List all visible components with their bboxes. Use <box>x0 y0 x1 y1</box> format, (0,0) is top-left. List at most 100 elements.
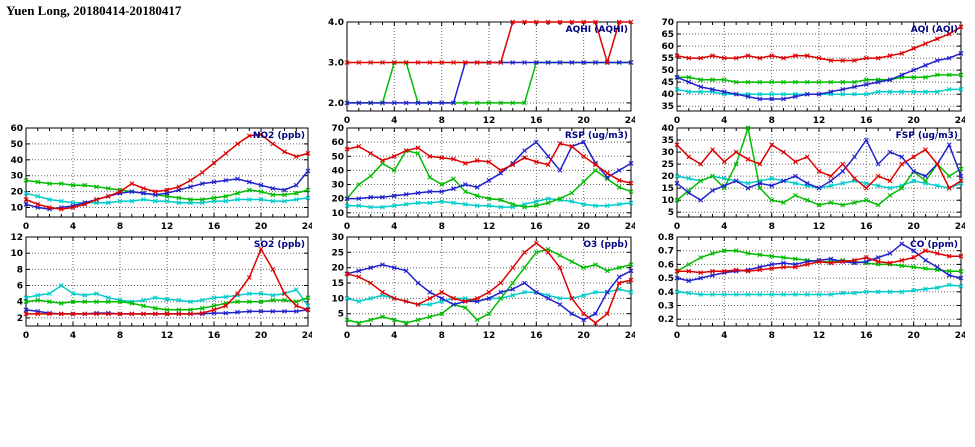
chart-title: FSP (ug/m3) <box>896 131 958 141</box>
chart-title: AQI (AQI) <box>911 25 958 35</box>
x-tick-label: 4 <box>721 222 727 232</box>
x-tick-label: 4 <box>721 116 727 126</box>
page-title: Yuen Long, 20180414-20180417 <box>6 3 182 18</box>
y-tick-label: 45 <box>661 78 674 88</box>
x-tick-label: 20 <box>577 331 590 341</box>
x-tick-label: 16 <box>530 222 543 232</box>
y-tick-label: 10 <box>661 196 674 206</box>
series-blue-markers <box>23 168 311 212</box>
series-red-markers <box>23 246 311 317</box>
y-tick-label: 0.8 <box>658 233 674 243</box>
x-tick-label: 4 <box>391 222 397 232</box>
x-tick-label: 0 <box>674 331 680 341</box>
chart-title: O3 (ppb) <box>583 240 628 250</box>
x-tick-label: 24 <box>625 331 635 341</box>
y-tick-label: 60 <box>661 42 674 52</box>
y-tick-label: 30 <box>331 181 344 191</box>
x-tick-label: 16 <box>530 116 543 126</box>
y-tick-label: 2 <box>17 314 23 324</box>
series-red-markers <box>344 240 634 326</box>
x-tick-label: 4 <box>721 331 727 341</box>
chart-title: AQHI (AQHI) <box>566 25 628 35</box>
y-tick-label: 25 <box>331 248 344 258</box>
x-tick-label: 8 <box>769 116 775 126</box>
x-tick-label: 12 <box>483 331 496 341</box>
x-tick-label: 20 <box>577 222 590 232</box>
x-tick-label: 8 <box>117 331 123 341</box>
x-tick-label: 0 <box>23 222 29 232</box>
series-red-markers <box>23 132 311 212</box>
x-tick-label: 24 <box>625 222 635 232</box>
chart-aqhi: 2.0 3.0 4.0 0 4 8 12 16 20 24 AQHI (AQHI) <box>321 17 637 127</box>
y-tick-label: 4 <box>17 298 23 308</box>
y-tick-label: 10 <box>331 209 344 219</box>
y-tick-label: 15 <box>661 184 674 194</box>
x-tick-label: 8 <box>439 222 445 232</box>
chart-o3: 5 10 15 20 25 30 0 4 8 12 16 20 24 O3 (ppb) <box>321 232 637 342</box>
y-tick-label: 8 <box>17 265 23 275</box>
chart-no2: 10 20 30 40 50 60 0 4 8 12 16 20 24 NO2 (ppb) <box>0 123 314 233</box>
x-tick-label: 12 <box>483 116 496 126</box>
x-tick-label: 8 <box>117 222 123 232</box>
y-tick-label: 35 <box>661 136 674 146</box>
y-tick-label: 10 <box>10 204 23 214</box>
series-red-markers <box>674 24 964 63</box>
series-red-markers <box>344 19 634 65</box>
x-tick-label: 8 <box>439 116 445 126</box>
y-tick-label: 20 <box>10 188 23 198</box>
plot-area <box>346 21 632 112</box>
x-tick-label: 16 <box>860 222 873 232</box>
series-red-markers <box>344 141 634 186</box>
y-tick-label: 30 <box>10 172 23 182</box>
x-tick-label: 12 <box>161 331 174 341</box>
x-tick-label: 16 <box>208 331 221 341</box>
series-red-markers <box>674 248 964 275</box>
x-tick-label: 12 <box>483 222 496 232</box>
x-tick-label: 24 <box>625 116 635 126</box>
y-tick-label: 0.3 <box>658 302 674 312</box>
plot-area <box>676 236 962 327</box>
x-tick-label: 12 <box>813 331 826 341</box>
y-tick-label: 50 <box>331 152 344 162</box>
x-tick-label: 4 <box>70 331 76 341</box>
x-tick-label: 4 <box>391 116 397 126</box>
y-tick-label: 12 <box>10 233 23 243</box>
series-cyan-markers <box>674 282 964 297</box>
chart-title: NO2 (ppb) <box>253 131 305 141</box>
y-tick-label: 30 <box>661 148 674 158</box>
y-tick-label: 70 <box>331 124 344 134</box>
x-tick-label: 4 <box>70 222 76 232</box>
y-tick-label: 30 <box>331 233 344 243</box>
y-tick-label: 4.0 <box>328 18 344 28</box>
chart-co: 0.2 0.3 0.4 0.5 0.6 0.7 0.8 0 4 8 12 16 20 24 CO (ppm) <box>651 232 967 342</box>
x-tick-label: 0 <box>344 331 350 341</box>
y-tick-label: 15 <box>331 279 344 289</box>
y-tick-label: 20 <box>331 195 344 205</box>
x-tick-label: 24 <box>955 331 965 341</box>
x-tick-label: 16 <box>530 331 543 341</box>
y-tick-label: 40 <box>661 124 674 134</box>
y-tick-label: 25 <box>661 160 674 170</box>
y-tick-label: 50 <box>10 140 23 150</box>
y-tick-label: 5 <box>668 208 674 218</box>
y-tick-label: 0.7 <box>658 247 674 257</box>
x-tick-label: 24 <box>302 222 312 232</box>
plot-area <box>676 21 962 112</box>
y-tick-label: 70 <box>661 18 674 28</box>
x-tick-label: 20 <box>907 222 920 232</box>
x-tick-label: 24 <box>955 116 965 126</box>
x-tick-label: 8 <box>769 222 775 232</box>
y-tick-label: 40 <box>10 156 23 166</box>
x-tick-label: 12 <box>813 116 826 126</box>
series-blue-markers <box>674 241 964 284</box>
chart-so2: 2 4 6 8 10 12 0 4 8 12 16 20 24 SO2 (ppb) <box>0 232 314 342</box>
x-tick-label: 0 <box>674 222 680 232</box>
x-tick-label: 8 <box>769 331 775 341</box>
x-tick-label: 16 <box>860 116 873 126</box>
y-tick-label: 40 <box>661 90 674 100</box>
x-tick-label: 0 <box>344 116 350 126</box>
chart-fsp: 5 10 15 20 25 30 35 40 0 4 8 12 16 20 24 FSP (ug/m3) <box>651 123 967 233</box>
x-tick-label: 16 <box>208 222 221 232</box>
y-tick-label: 0.2 <box>658 315 674 325</box>
